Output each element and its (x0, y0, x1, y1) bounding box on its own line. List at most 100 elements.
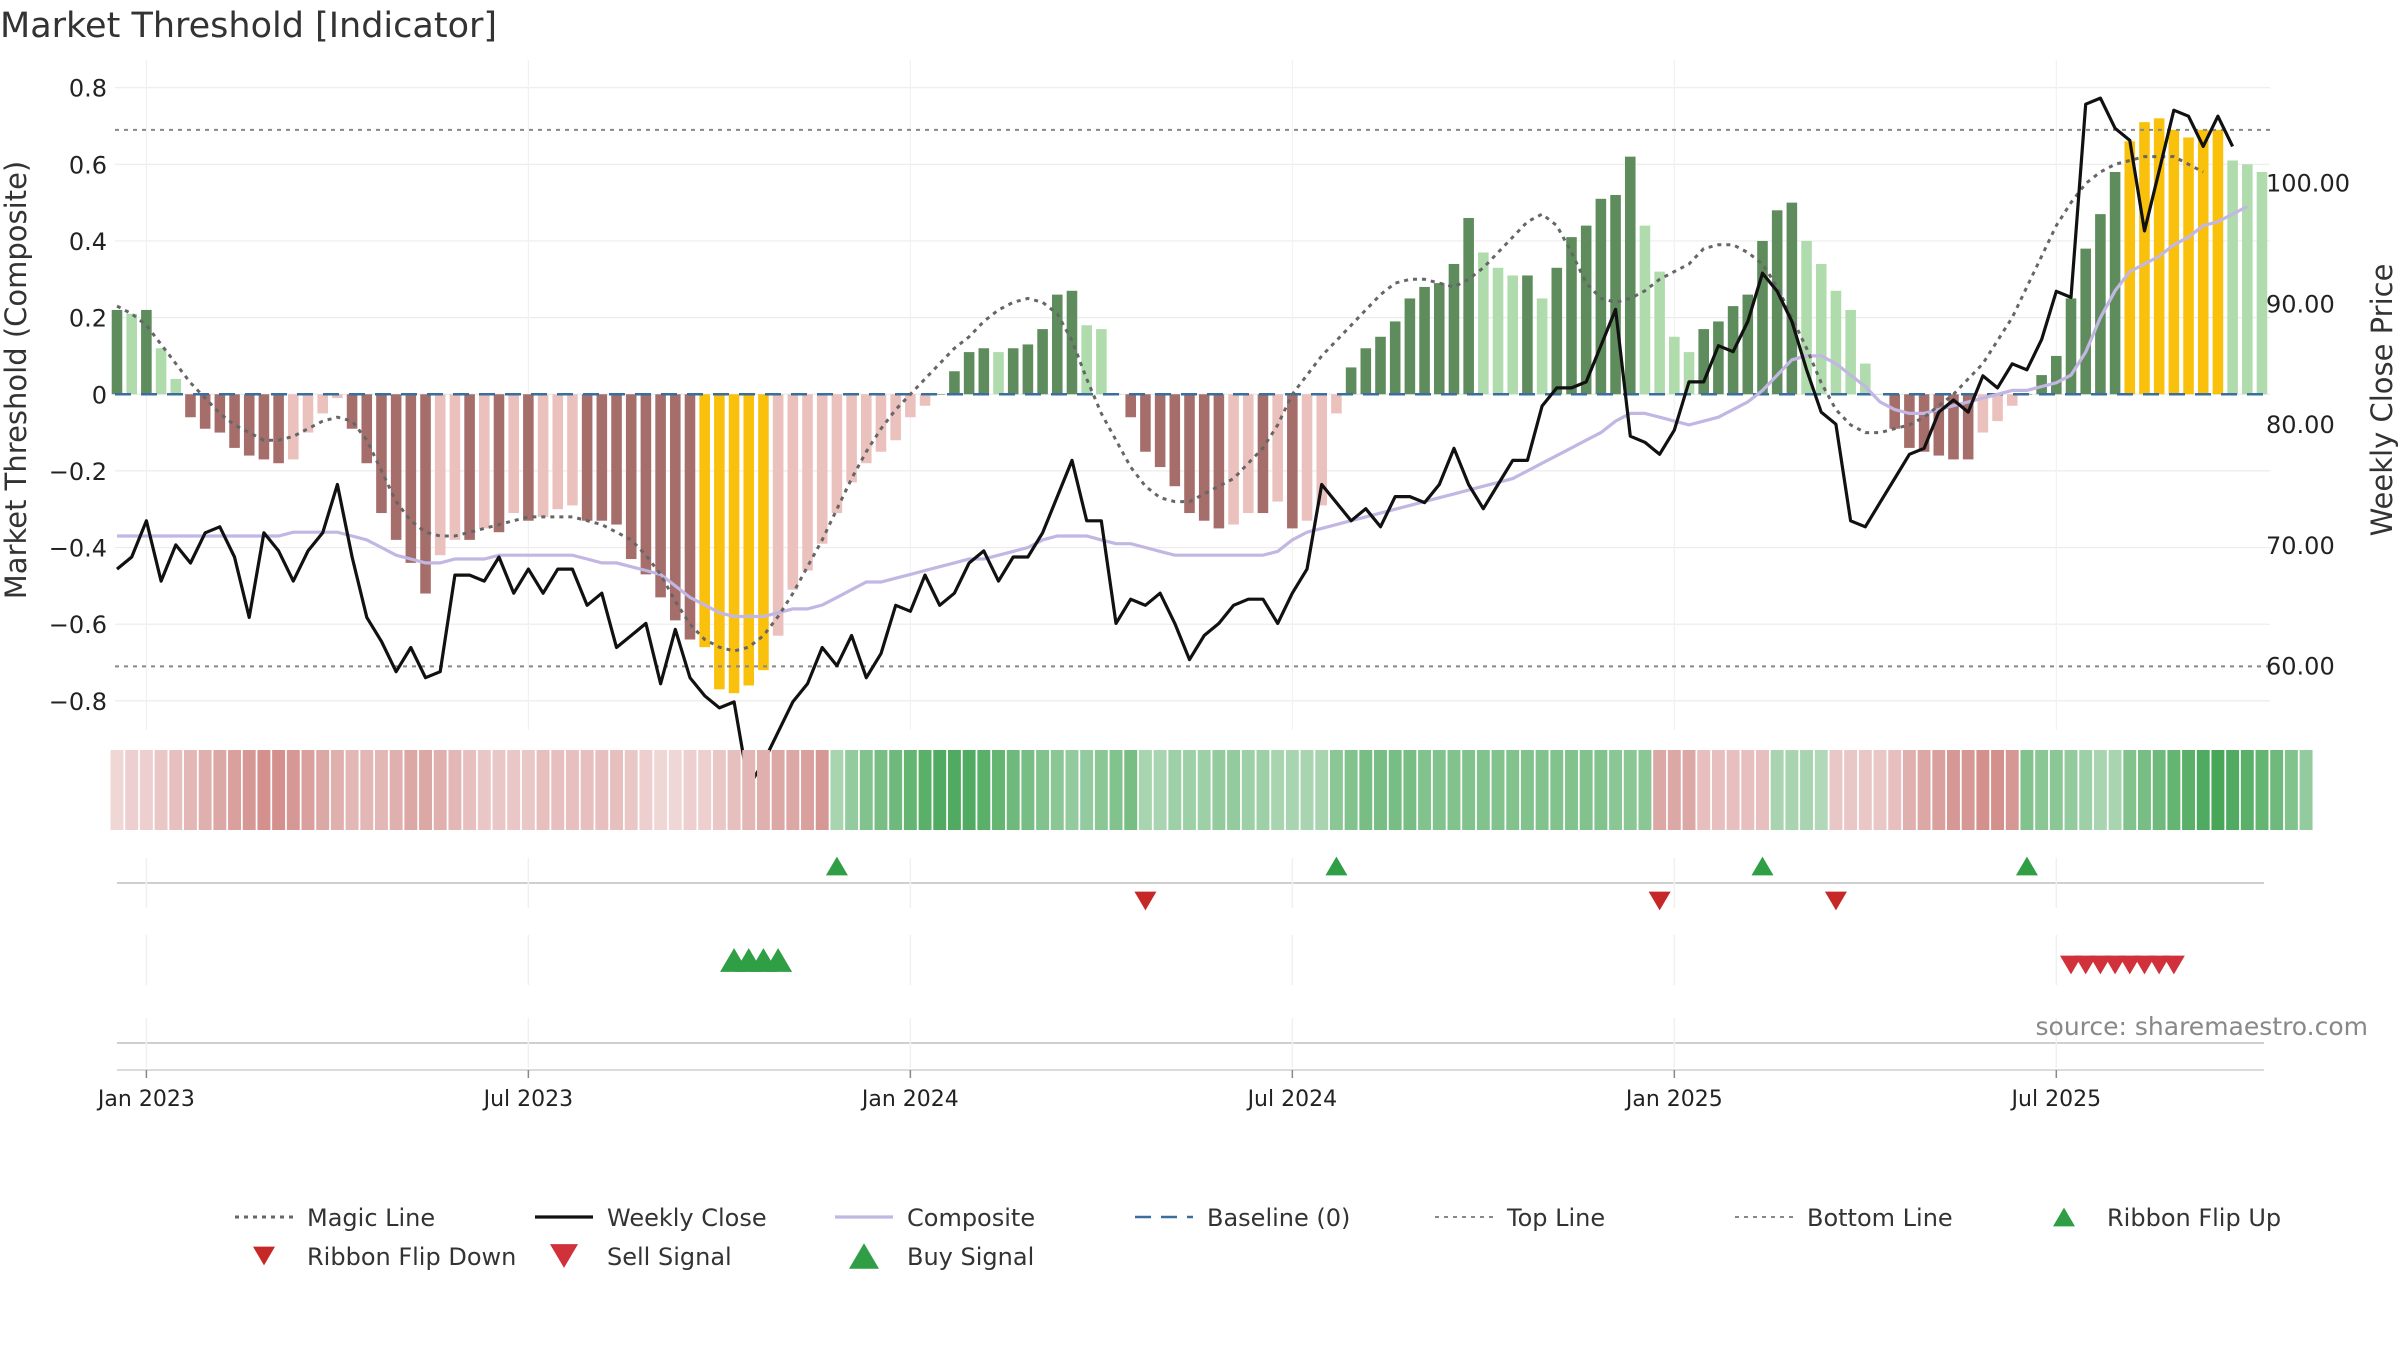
ribbon-cell (1418, 750, 1432, 830)
ribbon-cell (2284, 750, 2298, 830)
composite-bar (1771, 210, 1783, 395)
ribbon-cell (1770, 750, 1784, 830)
chart-title: Market Threshold [Indicator] (0, 6, 498, 46)
composite-bar (993, 352, 1004, 395)
legend-label: Top Line (1506, 1204, 1605, 1232)
ribbon-cell (345, 750, 359, 830)
ribbon-cell (242, 750, 256, 830)
composite-bar (1287, 394, 1298, 529)
ribbon-cell (551, 750, 565, 830)
ribbon-cell (1902, 750, 1916, 830)
legend-marker (550, 1244, 578, 1268)
composite-bar (846, 394, 857, 483)
ribbon-cell (668, 750, 682, 830)
ribbon-cell (228, 750, 241, 830)
composite-bar (802, 394, 813, 571)
ribbon-cell (1506, 750, 1520, 830)
composite-bar (2212, 129, 2224, 395)
composite-bar (1096, 329, 1107, 395)
ribbon-cell (2152, 750, 2166, 830)
ribbon-cell (1388, 750, 1402, 830)
ribbon-cell (1212, 750, 1226, 830)
ribbon-cell (756, 750, 770, 830)
legend-item: Composite (835, 1204, 1035, 1232)
ribbon-cell (1329, 750, 1343, 830)
composite-bar (1536, 298, 1548, 395)
ribbon-cell (1036, 750, 1050, 830)
ribbon-cell (2079, 750, 2093, 830)
composite-bar (552, 394, 564, 510)
composite-bar (2256, 171, 2268, 395)
sell-signal-marker (2162, 955, 2185, 975)
legend-item: Top Line (1435, 1204, 1605, 1232)
composite-bar (1962, 394, 1974, 460)
composite-bar (1463, 217, 1474, 395)
composite-bar (390, 394, 402, 540)
ribbon-cell (1873, 750, 1887, 830)
composite-bar (2168, 129, 2180, 395)
y-tick-label-right: 100.00 (2266, 170, 2350, 198)
composite-bar (1433, 283, 1445, 395)
composite-bar (434, 394, 446, 556)
composite-bar (831, 394, 843, 514)
ribbon-cell (1711, 750, 1725, 830)
ribbon-cell (1667, 750, 1681, 830)
ribbon-cell (272, 750, 286, 830)
legend-label: Ribbon Flip Up (2107, 1204, 2281, 1232)
ribbon-cell (1726, 750, 1740, 830)
composite-bar (1610, 194, 1621, 395)
ribbon-cell (1138, 750, 1152, 830)
legend-item: Ribbon Flip Down (253, 1243, 516, 1271)
composite-bar (919, 394, 931, 406)
ribbon-cell (874, 750, 888, 830)
ribbon-cell (2299, 750, 2313, 830)
ribbon-cell (419, 750, 432, 830)
composite-bar (1977, 394, 1989, 433)
y-tick-label-right: 70.00 (2266, 532, 2335, 560)
composite-bar (787, 394, 799, 590)
composite-bar (1272, 394, 1283, 502)
ribbon-cell (521, 750, 535, 830)
buy-signal-marker (764, 948, 793, 972)
ribbon-cell (1256, 750, 1270, 830)
ribbon-cell (610, 750, 623, 830)
ribbon-cell (389, 750, 403, 830)
ribbon-cell (183, 750, 197, 830)
composite-bar (699, 394, 710, 648)
sell-signal-marker (2118, 955, 2141, 975)
composite-bar (1786, 202, 1798, 395)
composite-bar (2095, 214, 2106, 395)
y-tick-label-left: 0 (92, 381, 107, 409)
ribbon-cell (933, 750, 947, 830)
composite-bar (1757, 240, 1768, 395)
x-tick-label: Jul 2025 (2010, 1087, 2102, 1112)
ribbon-cell (2167, 750, 2181, 830)
ribbon-cell (1491, 750, 1505, 830)
magic-line (116, 155, 2204, 653)
ribbon-cell (1520, 750, 1534, 830)
composite-bar (743, 394, 755, 686)
composite-bar (214, 394, 226, 433)
ribbon-cell (859, 750, 873, 830)
composite-bar (258, 394, 270, 460)
sell-signal-marker (2074, 955, 2097, 975)
ribbon-cell (2035, 750, 2049, 830)
legend: Magic Line Weekly Close Composite Baseline … (235, 1204, 2281, 1271)
y-tick-label-left: 0.4 (69, 228, 107, 256)
composite-bar (905, 394, 916, 418)
composite-bar (1904, 394, 1915, 448)
composite-bar (2197, 129, 2209, 395)
ribbon-cell (316, 750, 330, 830)
composite-bar (1345, 367, 1357, 395)
legend-item: Magic Line (235, 1204, 435, 1232)
signals-layer (117, 856, 2264, 1071)
composite-bar (1478, 252, 1489, 395)
ribbon-cell (1785, 750, 1799, 830)
composite-bar (1830, 290, 1842, 395)
ribbon-cell (463, 750, 477, 830)
y-tick-label-right: 80.00 (2266, 411, 2335, 439)
ribbon-cell (213, 750, 227, 830)
composite-bar (1228, 394, 1239, 525)
composite-bar (2109, 171, 2121, 395)
ribbon-cell (1550, 750, 1564, 830)
